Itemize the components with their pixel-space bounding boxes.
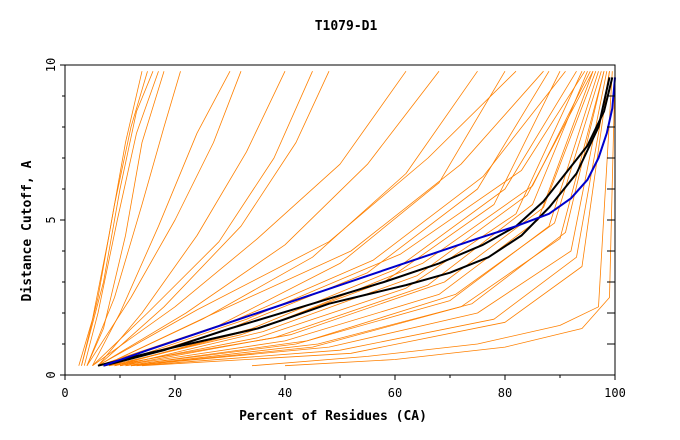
model-curve-30 — [141, 71, 610, 367]
plot-area — [78, 70, 616, 367]
model-curve-36 — [284, 71, 616, 367]
highlight-curve-1 — [103, 77, 614, 367]
model-curve-5 — [86, 71, 181, 366]
model-curve-11 — [92, 70, 407, 367]
model-curve-6 — [86, 71, 242, 366]
model-curve-19 — [108, 71, 588, 367]
y-tick-label-2: 10 — [44, 58, 58, 72]
model-curve-27 — [103, 70, 544, 367]
x-tick-label-5: 100 — [604, 386, 626, 400]
model-curve-25 — [114, 70, 577, 367]
y-tick-label-0: 0 — [44, 371, 58, 378]
model-curve-2 — [78, 71, 143, 366]
model-curve-29 — [125, 71, 602, 367]
chart-title: T1079-D1 — [315, 19, 378, 34]
y-axis-label: Distance Cutoff, A — [20, 160, 35, 301]
model-curve-34 — [130, 71, 605, 367]
model-curve-18 — [119, 71, 594, 367]
model-curve-23 — [136, 71, 610, 367]
x-tick-label-2: 40 — [278, 386, 292, 400]
model-curve-22 — [130, 71, 608, 367]
model-curve-8 — [97, 71, 286, 366]
model-curve-14 — [97, 70, 506, 367]
model-curve-7 — [92, 71, 231, 366]
model-curve-33 — [108, 70, 586, 367]
model-curve-12 — [97, 70, 440, 367]
highlight-curve-2 — [103, 77, 616, 367]
model-curve-32 — [114, 71, 591, 367]
model-curve-3 — [83, 71, 159, 366]
x-axis-label: Percent of Residues (CA) — [239, 409, 427, 424]
model-curve-28 — [97, 70, 517, 367]
model-curve-17 — [114, 71, 583, 367]
model-curve-31 — [119, 71, 597, 367]
model-curve-4 — [86, 71, 165, 366]
x-axis: 0 20 40 60 80 100 — [61, 375, 626, 400]
model-curve-10 — [97, 71, 330, 366]
x-tick-label-3: 60 — [388, 386, 402, 400]
model-curve-21 — [130, 71, 605, 367]
x-tick-label-1: 20 — [168, 386, 182, 400]
x-tick-label-0: 0 — [61, 386, 68, 400]
model-curve-26 — [103, 70, 566, 367]
model-curve-9 — [92, 71, 313, 366]
x-tick-label-4: 80 — [498, 386, 512, 400]
y-tick-label-1: 5 — [44, 216, 58, 223]
model-curve-1 — [81, 71, 154, 366]
highlight-curve-0 — [97, 77, 611, 367]
model-curve-35 — [251, 71, 613, 367]
y-axis: 0 5 10 — [44, 58, 615, 379]
